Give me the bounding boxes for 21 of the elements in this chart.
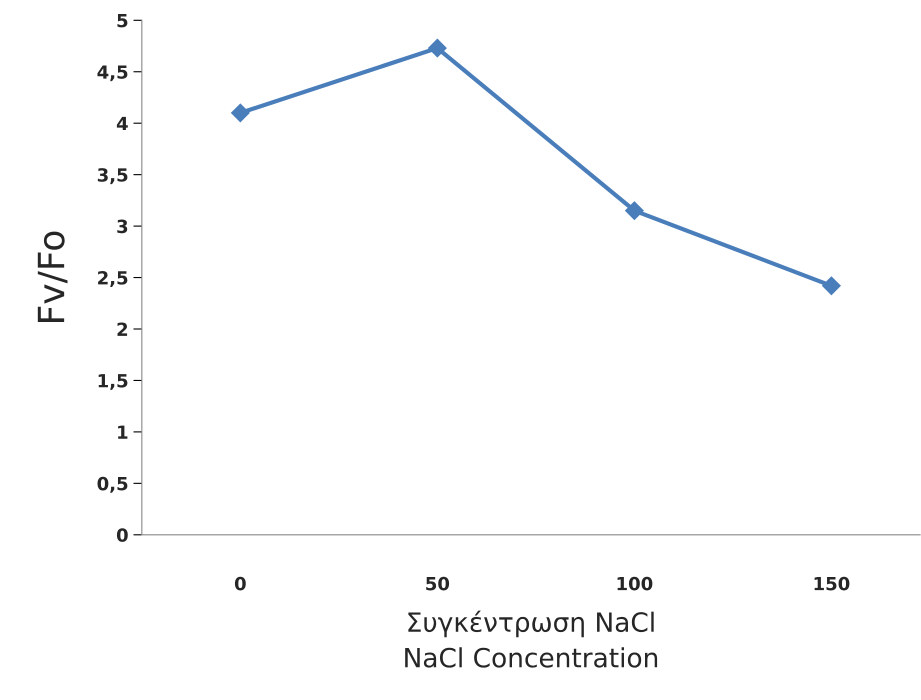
y-tick-label: 1,5	[98, 374, 128, 390]
x-tick-label: 0	[234, 576, 246, 590]
y-tick-label: 2	[118, 322, 128, 336]
y-tick-label: 0,5	[98, 476, 128, 493]
y-tick-label: 4	[116, 116, 128, 130]
x-tick-label: 100	[618, 576, 652, 590]
x-axis-title: Συγκέντρωση NaCl NaCl Concentration	[405, 610, 658, 668]
y-tick-label: 1	[118, 426, 128, 439]
y-tick-label: 4,5	[97, 65, 128, 82]
y-axis-title: Fv/Fo	[38, 232, 68, 322]
x-tick-label: 50	[426, 576, 450, 590]
y-tick-label: 2,5	[98, 271, 128, 287]
x-tick-label: 150	[814, 576, 850, 590]
point	[428, 38, 447, 58]
y-tick-label: 3	[117, 220, 128, 234]
y-tick-label: 3,5	[98, 168, 128, 184]
y-tick-label: 5	[117, 14, 128, 28]
point	[822, 276, 841, 296]
point	[230, 104, 250, 122]
point	[625, 201, 644, 220]
y-tick-label: 0	[116, 528, 128, 542]
